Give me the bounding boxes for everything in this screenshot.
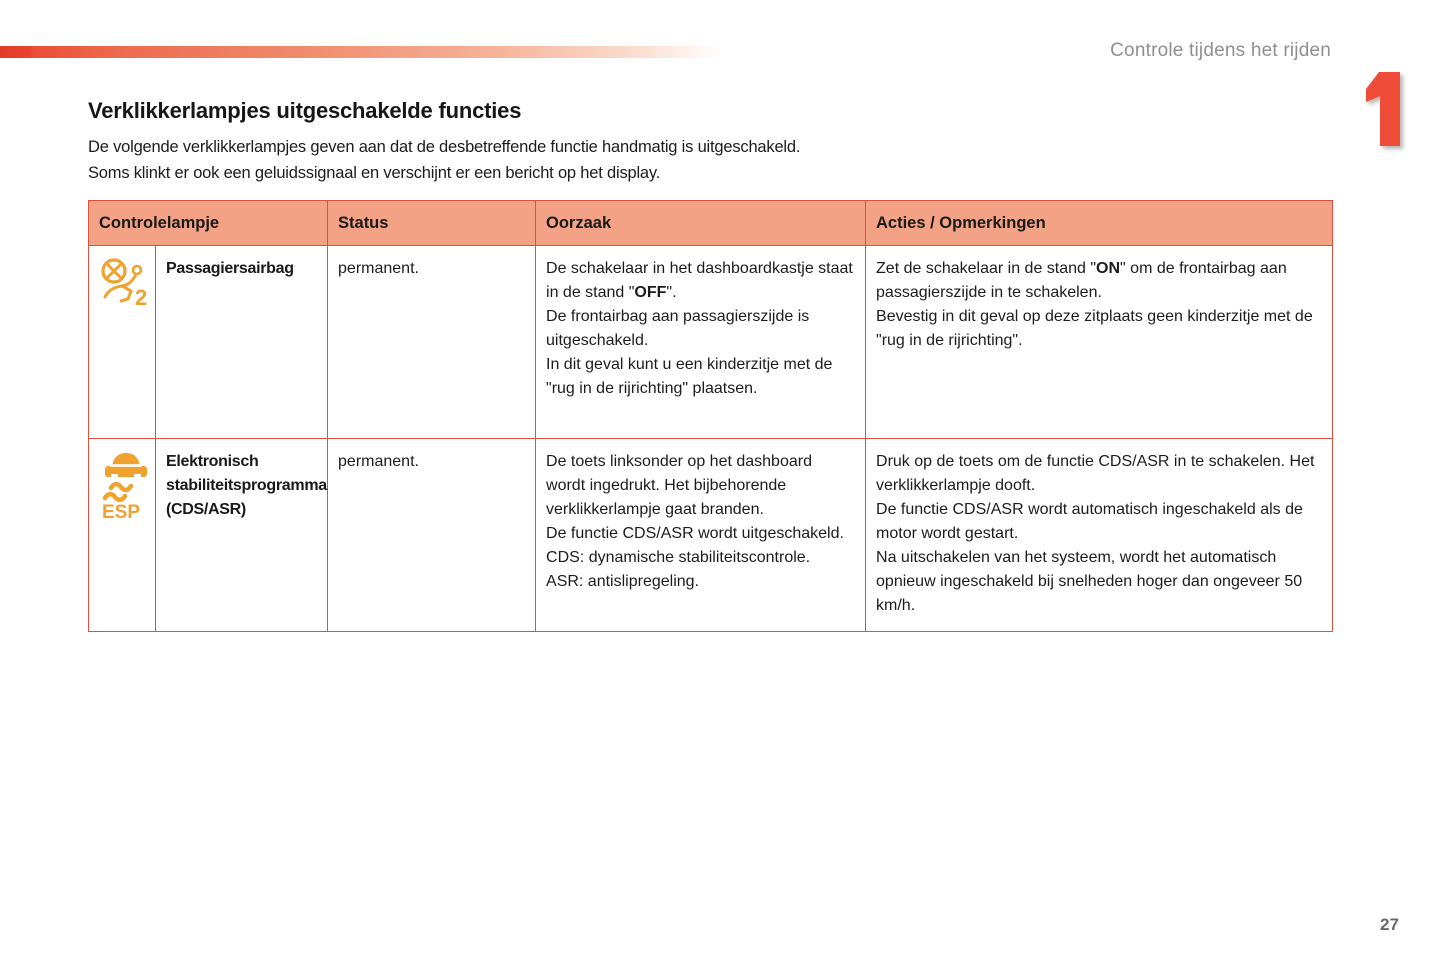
function-name: Passagiersairbag bbox=[154, 245, 329, 439]
table-row: 2 Passagiersairbag permanent. De schakel… bbox=[88, 245, 1334, 439]
svg-text:ESP: ESP bbox=[102, 502, 140, 522]
cause-cell: De toets linksonder op het dashboard wor… bbox=[535, 438, 867, 632]
header-gradient-bar bbox=[0, 46, 725, 58]
page-number: 27 bbox=[1380, 915, 1399, 934]
header-oorzaak: Oorzaak bbox=[535, 200, 867, 246]
warning-light-cell: ESP bbox=[88, 438, 156, 632]
header-acties-opmerkingen: Acties / Opmerkingen bbox=[865, 200, 1334, 246]
actions-cell: Druk op de toets om de functie CDS/ASR i… bbox=[865, 438, 1334, 632]
page-title: Verklikkerlampjes uitgeschakelde functie… bbox=[88, 98, 522, 123]
status-cell: permanent. bbox=[327, 245, 537, 439]
header-status: Status bbox=[327, 200, 537, 246]
table-header-row: Controlelampje Status Oorzaak Acties / O… bbox=[87, 200, 1334, 246]
intro-paragraph: De volgende verklikkerlampjes geven aan … bbox=[88, 138, 801, 182]
running-header: Controle tijdens het rijden bbox=[1110, 40, 1331, 61]
header-controlelampje: Controlelampje bbox=[87, 200, 329, 246]
esp-off-icon: ESP bbox=[102, 453, 147, 523]
passenger-airbag-off-icon: 2 bbox=[101, 258, 147, 310]
function-name: Elektronisch stabiliteitsprogramma (CDS/A… bbox=[154, 438, 329, 632]
cause-cell: De schakelaar in het dashboardkastje sta… bbox=[535, 245, 867, 439]
warning-light-cell: 2 bbox=[88, 245, 156, 439]
chapter-number-tab bbox=[1366, 72, 1402, 146]
status-cell: permanent. bbox=[327, 438, 537, 632]
svg-text:2: 2 bbox=[135, 285, 147, 310]
actions-cell: Zet de schakelaar in de stand "ON" om de… bbox=[865, 245, 1334, 439]
table-row: ESP Elektronisch stabiliteitsprogramma (C… bbox=[88, 438, 1334, 632]
chapter-one-numeral-icon bbox=[1366, 72, 1400, 146]
warning-lights-table: Controlelampje Status Oorzaak Acties / O… bbox=[87, 200, 1334, 632]
